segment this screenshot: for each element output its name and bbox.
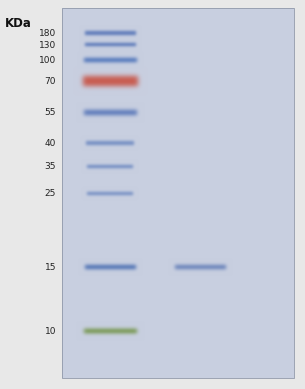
Text: 55: 55 — [45, 108, 56, 117]
Text: 130: 130 — [39, 40, 56, 49]
Text: 70: 70 — [45, 77, 56, 86]
Text: 40: 40 — [45, 138, 56, 147]
Text: 15: 15 — [45, 263, 56, 272]
Bar — [62, 8, 294, 378]
Text: 25: 25 — [45, 189, 56, 198]
Text: 35: 35 — [45, 162, 56, 171]
Text: KDa: KDa — [5, 17, 32, 30]
Text: 100: 100 — [39, 56, 56, 65]
Text: 180: 180 — [39, 30, 56, 39]
Text: 10: 10 — [45, 327, 56, 336]
